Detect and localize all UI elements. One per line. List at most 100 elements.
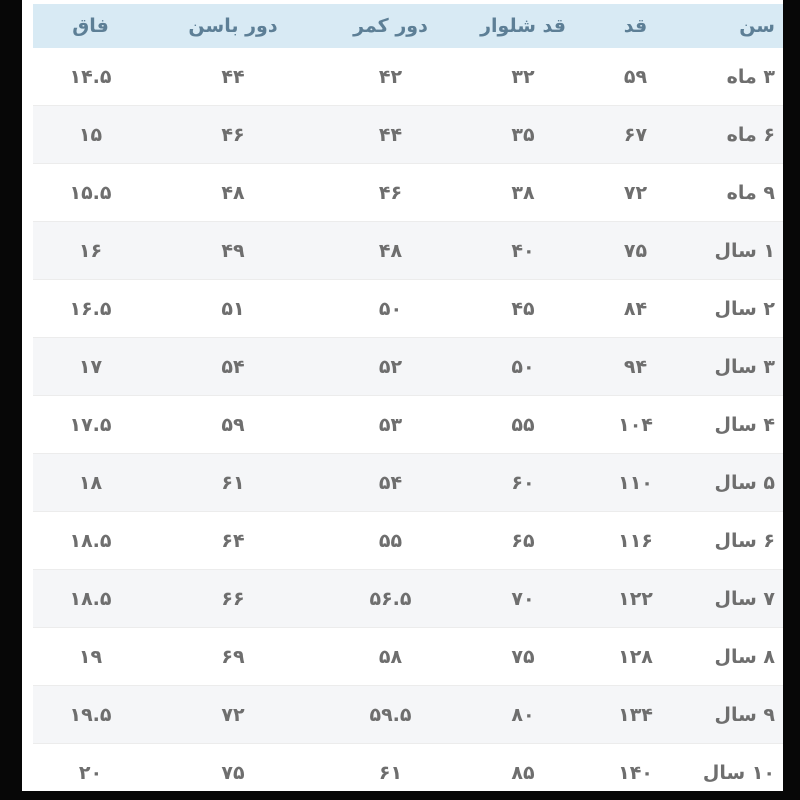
cell-hip: ۴۹ (148, 221, 318, 280)
cell-waist: ۵۴ (318, 453, 463, 512)
table-row: ۵ سال ۱۱۰ ۶۰ ۵۴ ۶۱ ۱۸ (33, 453, 783, 512)
cell-rise: ۱۷.۵ (33, 395, 148, 454)
cell-rise: ۱۸.۵ (33, 511, 148, 570)
cell-rise: ۱۴.۵ (33, 48, 148, 106)
table-row: ۱۰ سال ۱۴۰ ۸۵ ۶۱ ۷۵ ۲۰ (33, 743, 783, 800)
cell-hip: ۶۴ (148, 511, 318, 570)
cell-height: ۱۰۴ (583, 395, 688, 454)
table-body: ۳ ماه ۵۹ ۳۲ ۴۲ ۴۴ ۱۴.۵ ۶ ماه ۶۷ ۳۵ ۴۴ ۴۶ ۱۵ ۹ ماه ۷۲ ۳… (33, 48, 783, 800)
cell-rise: ۱۸.۵ (33, 569, 148, 628)
cell-hip: ۶۹ (148, 627, 318, 686)
cell-hip: ۵۹ (148, 395, 318, 454)
cell-waist: ۵۳ (318, 395, 463, 454)
cell-rise: ۱۹ (33, 627, 148, 686)
cell-age: ۵ سال (688, 453, 783, 512)
cell-height: ۱۱۰ (583, 453, 688, 512)
cell-height: ۷۲ (583, 163, 688, 222)
table-row: ۶ سال ۱۱۶ ۶۵ ۵۵ ۶۴ ۱۸.۵ (33, 511, 783, 570)
cell-waist: ۴۸ (318, 221, 463, 280)
cell-waist: ۵۰ (318, 279, 463, 338)
header-hip: دور باسن (148, 4, 318, 48)
cell-hip: ۴۴ (148, 48, 318, 106)
cell-hip: ۵۴ (148, 337, 318, 396)
cell-waist: ۵۵ (318, 511, 463, 570)
table-header: سن قد قد شلوار دور کمر دور باسن فاق (33, 4, 783, 48)
cell-age: ۱۰ سال (688, 743, 783, 800)
cell-age: ۶ ماه (688, 105, 783, 164)
left-edge-strip (0, 0, 22, 800)
bottom-edge-strip (0, 791, 800, 800)
cell-hip: ۶۱ (148, 453, 318, 512)
cell-waist: ۵۹.۵ (318, 685, 463, 744)
table-row: ۲ سال ۸۴ ۴۵ ۵۰ ۵۱ ۱۶.۵ (33, 279, 783, 338)
cell-hip: ۵۱ (148, 279, 318, 338)
cell-age: ۲ سال (688, 279, 783, 338)
cell-pants_length: ۷۵ (463, 627, 583, 686)
header-row: سن قد قد شلوار دور کمر دور باسن فاق (33, 4, 783, 48)
cell-rise: ۱۶.۵ (33, 279, 148, 338)
cell-age: ۹ ماه (688, 163, 783, 222)
cell-height: ۱۲۸ (583, 627, 688, 686)
cell-hip: ۶۶ (148, 569, 318, 628)
cell-pants_length: ۶۰ (463, 453, 583, 512)
cell-age: ۱ سال (688, 221, 783, 280)
cell-waist: ۴۴ (318, 105, 463, 164)
cell-height: ۱۴۰ (583, 743, 688, 800)
cell-pants_length: ۴۰ (463, 221, 583, 280)
cell-rise: ۲۰ (33, 743, 148, 800)
cell-waist: ۵۸ (318, 627, 463, 686)
cell-rise: ۱۷ (33, 337, 148, 396)
cell-age: ۳ ماه (688, 48, 783, 106)
cell-height: ۵۹ (583, 48, 688, 106)
cell-pants_length: ۸۰ (463, 685, 583, 744)
cell-age: ۹ سال (688, 685, 783, 744)
cell-hip: ۴۸ (148, 163, 318, 222)
cell-waist: ۴۲ (318, 48, 463, 106)
table-row: ۹ سال ۱۳۴ ۸۰ ۵۹.۵ ۷۲ ۱۹.۵ (33, 685, 783, 744)
cell-pants_length: ۷۰ (463, 569, 583, 628)
cell-waist: ۵۶.۵ (318, 569, 463, 628)
cell-pants_length: ۳۵ (463, 105, 583, 164)
cell-height: ۱۲۲ (583, 569, 688, 628)
cell-rise: ۱۵ (33, 105, 148, 164)
cell-pants_length: ۵۵ (463, 395, 583, 454)
header-waist: دور کمر (318, 4, 463, 48)
cell-waist: ۵۲ (318, 337, 463, 396)
table-row: ۳ سال ۹۴ ۵۰ ۵۲ ۵۴ ۱۷ (33, 337, 783, 396)
cell-hip: ۷۲ (148, 685, 318, 744)
table-row: ۱ سال ۷۵ ۴۰ ۴۸ ۴۹ ۱۶ (33, 221, 783, 280)
cell-waist: ۶۱ (318, 743, 463, 800)
cell-waist: ۴۶ (318, 163, 463, 222)
cell-rise: ۱۶ (33, 221, 148, 280)
cell-rise: ۱۹.۵ (33, 685, 148, 744)
cell-hip: ۴۶ (148, 105, 318, 164)
cell-height: ۸۴ (583, 279, 688, 338)
table-row: ۹ ماه ۷۲ ۳۸ ۴۶ ۴۸ ۱۵.۵ (33, 163, 783, 222)
table-row: ۸ سال ۱۲۸ ۷۵ ۵۸ ۶۹ ۱۹ (33, 627, 783, 686)
cell-height: ۱۱۶ (583, 511, 688, 570)
cell-height: ۷۵ (583, 221, 688, 280)
cell-pants_length: ۶۵ (463, 511, 583, 570)
cell-rise: ۱۸ (33, 453, 148, 512)
cell-height: ۶۷ (583, 105, 688, 164)
header-pants-length: قد شلوار (463, 4, 583, 48)
header-age: سن (688, 4, 783, 48)
cell-age: ۶ سال (688, 511, 783, 570)
cell-rise: ۱۵.۵ (33, 163, 148, 222)
cell-height: ۱۳۴ (583, 685, 688, 744)
table-row: ۷ سال ۱۲۲ ۷۰ ۵۶.۵ ۶۶ ۱۸.۵ (33, 569, 783, 628)
cell-pants_length: ۳۸ (463, 163, 583, 222)
size-chart-container: سن قد قد شلوار دور کمر دور باسن فاق ۳ ما… (33, 4, 783, 800)
cell-age: ۷ سال (688, 569, 783, 628)
cell-height: ۹۴ (583, 337, 688, 396)
cell-hip: ۷۵ (148, 743, 318, 800)
size-chart-table: سن قد قد شلوار دور کمر دور باسن فاق ۳ ما… (33, 4, 783, 800)
cell-pants_length: ۳۲ (463, 48, 583, 106)
table-row: ۴ سال ۱۰۴ ۵۵ ۵۳ ۵۹ ۱۷.۵ (33, 395, 783, 454)
cell-age: ۸ سال (688, 627, 783, 686)
header-height: قد (583, 4, 688, 48)
cell-age: ۴ سال (688, 395, 783, 454)
right-edge-strip (783, 0, 800, 800)
header-rise: فاق (33, 4, 148, 48)
